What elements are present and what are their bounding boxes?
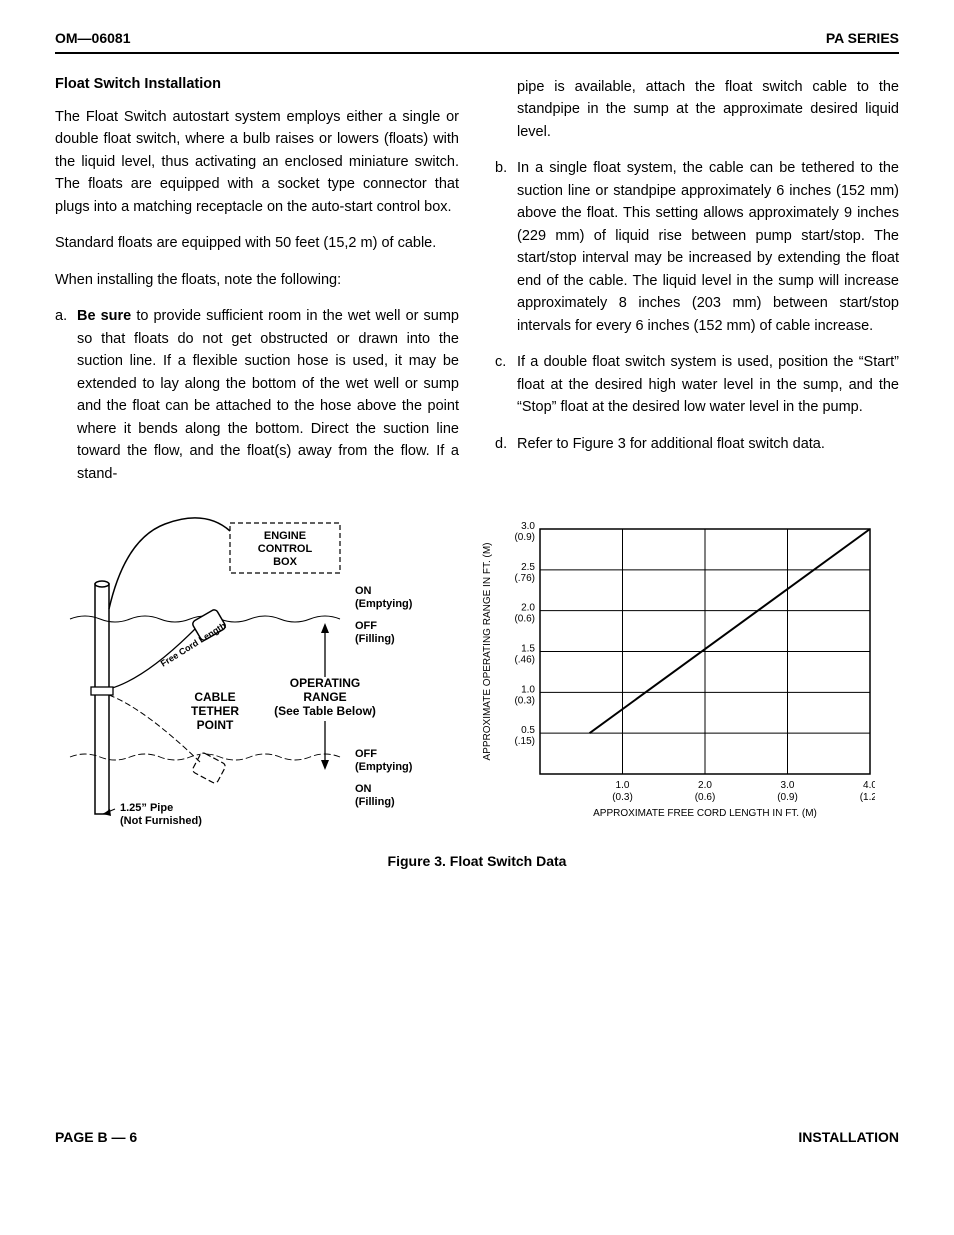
para-2: Standard floats are equipped with 50 fee… <box>55 232 459 254</box>
label-op-3: (See Table Below) <box>274 704 376 718</box>
list-left: a. Be sure to provide sufficient room in… <box>55 305 459 485</box>
list-item-c: c. If a double float switch system is us… <box>495 351 899 418</box>
figure-caption: Figure 3. Float Switch Data <box>55 853 899 869</box>
svg-text:(0.3): (0.3) <box>612 792 633 803</box>
footer-right: INSTALLATION <box>798 1129 899 1145</box>
label-op-2: RANGE <box>303 690 346 704</box>
col2-a-tail: pipe is available, attach the float swit… <box>495 76 899 143</box>
item-a-bold: Be sure <box>77 308 131 324</box>
label-on-top: ON <box>355 585 372 597</box>
label-emptying-bot: (Emptying) <box>355 761 413 773</box>
chart-group: 0.5(.15)1.0(0.3)1.5(.46)2.0(0.6)2.5(.76)… <box>482 521 875 819</box>
para-1: The Float Switch autostart system employ… <box>55 106 459 218</box>
svg-text:(0.9): (0.9) <box>777 792 798 803</box>
label-engine: ENGINE <box>264 530 306 542</box>
label-pipe-2: (Not Furnished) <box>120 815 202 827</box>
para-3: When installing the floats, note the fol… <box>55 269 459 291</box>
right-column: pipe is available, attach the float swit… <box>495 76 899 499</box>
figure-svg: ENGINE CONTROL BOX Free Cord Length 1.25… <box>55 509 875 839</box>
svg-text:3.0: 3.0 <box>521 521 535 532</box>
label-pipe-1: 1.25” Pipe <box>120 802 173 814</box>
header-right: PA SERIES <box>826 30 899 46</box>
label-box: BOX <box>273 556 298 568</box>
svg-text:(0.9): (0.9) <box>514 532 535 543</box>
svg-text:3.0: 3.0 <box>781 780 795 791</box>
svg-text:2.0: 2.0 <box>698 780 712 791</box>
svg-text:2.0: 2.0 <box>521 603 535 614</box>
marker-d: d. <box>495 433 517 455</box>
label-op-1: OPERATING <box>290 676 360 690</box>
footer-left: PAGE B — 6 <box>55 1129 137 1145</box>
list-right: b. In a single float system, the cable c… <box>495 157 899 455</box>
page-header: OM—06081 PA SERIES <box>55 30 899 54</box>
svg-text:1.0: 1.0 <box>616 780 630 791</box>
label-off-bot: OFF <box>355 748 377 760</box>
svg-text:(0.6): (0.6) <box>514 614 535 625</box>
svg-text:(.46): (.46) <box>514 655 535 666</box>
item-c-text: If a double float switch system is used,… <box>517 351 899 418</box>
svg-text:(.76): (.76) <box>514 573 535 584</box>
marker-b: b. <box>495 157 517 337</box>
svg-text:4.0: 4.0 <box>863 780 875 791</box>
item-a-rest: to provide sufficient room in the wet we… <box>77 308 459 481</box>
header-left: OM—06081 <box>55 30 130 46</box>
svg-text:1.5: 1.5 <box>521 644 535 655</box>
svg-text:(.15): (.15) <box>514 736 535 747</box>
marker-c: c. <box>495 351 517 418</box>
label-on-bot: ON <box>355 783 372 795</box>
list-item-a: a. Be sure to provide sufficient room in… <box>55 305 459 485</box>
label-tether: TETHER <box>191 704 239 718</box>
svg-text:1.0: 1.0 <box>521 684 535 695</box>
label-emptying-top: (Emptying) <box>355 598 413 610</box>
label-point: POINT <box>197 718 234 732</box>
svg-text:APPROXIMATE OPERATING RANGE IN: APPROXIMATE OPERATING RANGE IN FT. (M) <box>482 543 493 761</box>
svg-text:(0.3): (0.3) <box>514 695 535 706</box>
item-a-text: Be sure to provide sufficient room in th… <box>77 305 459 485</box>
item-d-text: Refer to Figure 3 for additional float s… <box>517 433 899 455</box>
page-footer: PAGE B — 6 INSTALLATION <box>55 1129 899 1145</box>
label-free-cord: Free Cord Length <box>159 620 228 668</box>
diagram-group: ENGINE CONTROL BOX Free Cord Length 1.25… <box>70 518 413 827</box>
label-cable: CABLE <box>194 690 235 704</box>
svg-text:0.5: 0.5 <box>521 725 535 736</box>
marker-a: a. <box>55 305 77 485</box>
figure-area: ENGINE CONTROL BOX Free Cord Length 1.25… <box>55 509 899 869</box>
svg-text:APPROXIMATE FREE CORD LENGTH I: APPROXIMATE FREE CORD LENGTH IN FT. (M) <box>593 808 817 819</box>
item-b-text: In a single float system, the cable can … <box>517 157 899 337</box>
label-filling-bot: (Filling) <box>355 796 395 808</box>
section-title: Float Switch Installation <box>55 76 459 92</box>
left-column: Float Switch Installation The Float Swit… <box>55 76 459 499</box>
svg-text:(1.2): (1.2) <box>860 792 875 803</box>
list-item-d: d. Refer to Figure 3 for additional floa… <box>495 433 899 455</box>
label-control: CONTROL <box>258 543 313 555</box>
label-filling-top: (Filling) <box>355 633 395 645</box>
svg-text:2.5: 2.5 <box>521 562 535 573</box>
list-item-b: b. In a single float system, the cable c… <box>495 157 899 337</box>
svg-text:(0.6): (0.6) <box>695 792 716 803</box>
label-off-top: OFF <box>355 620 377 632</box>
body-columns: Float Switch Installation The Float Swit… <box>55 76 899 499</box>
